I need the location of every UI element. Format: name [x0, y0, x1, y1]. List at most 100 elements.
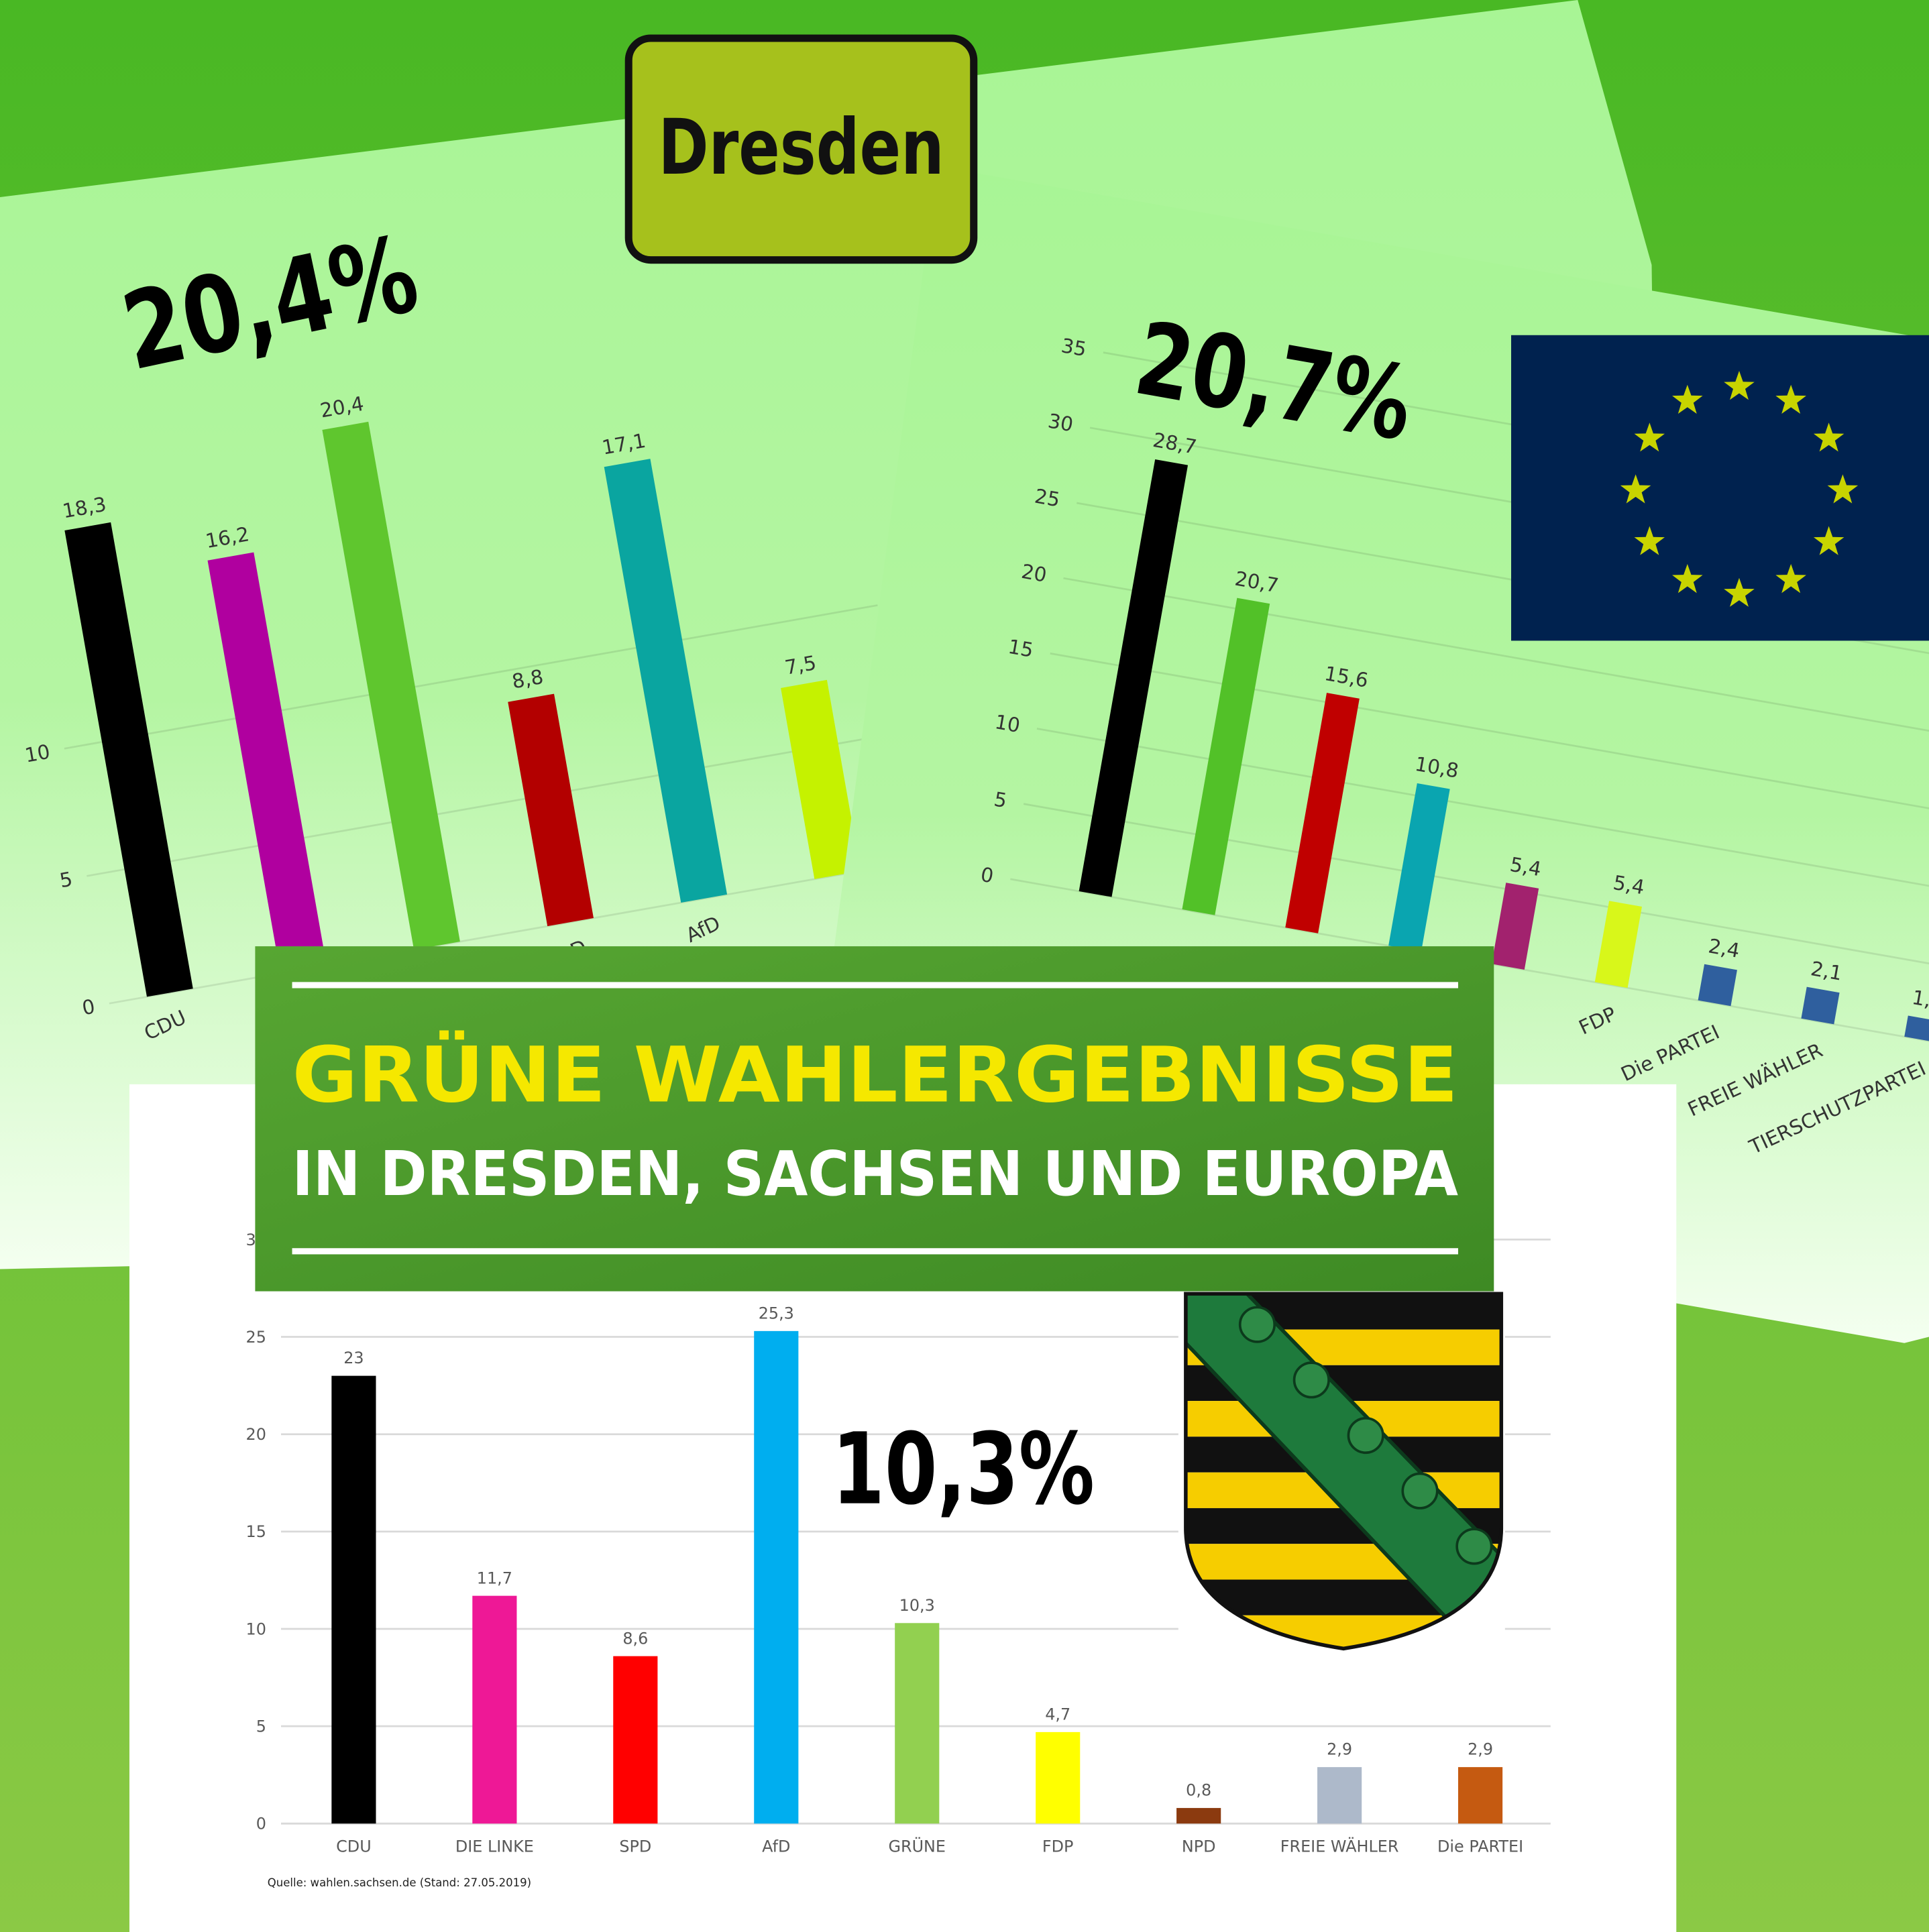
x-tick-label: FREIE WÄHLER: [1280, 1837, 1399, 1856]
value-label: 23: [343, 1349, 364, 1367]
value-label: 25,3: [759, 1304, 794, 1322]
shield: [1185, 1294, 1502, 1649]
y-tick-label: 25: [1033, 485, 1062, 512]
x-tick-label: AfD: [762, 1837, 790, 1856]
star: [1813, 526, 1844, 555]
coat-of-arms: [1178, 1286, 1505, 1654]
star: [1634, 422, 1665, 452]
x-tick-label: NPD: [1182, 1837, 1216, 1856]
grid-line: [109, 859, 923, 1005]
bar: [604, 459, 728, 903]
bar: [1317, 1767, 1362, 1824]
bar: [1594, 901, 1642, 988]
star: [1724, 371, 1755, 400]
value-label: 2,9: [1468, 1740, 1493, 1759]
banner-rule: [292, 982, 1458, 988]
bar: [895, 1623, 940, 1824]
star: [1672, 563, 1703, 593]
x-tick-label: FDP: [1042, 1837, 1074, 1856]
bar: [781, 679, 861, 879]
y-tick-label: 10: [23, 740, 52, 767]
grid-line: [64, 604, 878, 750]
bar: [1904, 1015, 1929, 1043]
x-tick-label: GRÜNE: [888, 1837, 946, 1856]
star: [1813, 422, 1844, 452]
bar: [1176, 1808, 1221, 1824]
star: [1724, 577, 1755, 607]
bar: [754, 1330, 799, 1824]
y-tick-label: 30: [1046, 409, 1075, 436]
y-tick-label: 15: [1007, 635, 1036, 662]
value-label: 8,6: [622, 1629, 648, 1648]
bar: [1801, 986, 1840, 1025]
value-label: 2,9: [1327, 1740, 1352, 1759]
y-tick-label: 20: [246, 1425, 266, 1444]
bar: [1285, 693, 1360, 933]
y-tick-label: 5: [256, 1717, 266, 1736]
bar: [1457, 1767, 1503, 1824]
sign-board: [624, 34, 978, 264]
y-tick-label: 10: [246, 1620, 266, 1638]
star: [1775, 563, 1806, 593]
star: [1672, 384, 1703, 414]
y-tick-label: 15: [246, 1522, 266, 1541]
bar: [472, 1595, 517, 1824]
bar: [1036, 1731, 1081, 1824]
banner-box: [255, 946, 1494, 1292]
y-tick-label: 20: [1019, 560, 1048, 587]
banner: GRÜNE WAHLERGEBNISSE IN DRESDEN, SACHSEN…: [255, 946, 1494, 1292]
bar: [331, 1375, 376, 1824]
banner-title: GRÜNE WAHLERGEBNISSE: [292, 1031, 1458, 1120]
y-tick-label: 10: [993, 710, 1022, 737]
bar: [1491, 883, 1539, 970]
value-label: 4,7: [1045, 1705, 1070, 1723]
bar: [322, 421, 460, 950]
y-tick-label: 0: [256, 1815, 266, 1833]
y-tick-label: 25: [246, 1328, 266, 1347]
bar: [1182, 598, 1270, 915]
value-label: 7,5: [783, 651, 818, 679]
value-label: 2,4: [1706, 934, 1741, 962]
x-tick-label: SPD: [619, 1837, 651, 1856]
annotation: 10,3%: [832, 1412, 1094, 1527]
rue-crown: [1185, 1294, 1502, 1629]
banner-rule: [292, 1248, 1458, 1255]
star: [1620, 474, 1651, 504]
star: [1827, 474, 1859, 504]
grid-line: [1050, 652, 1929, 826]
value-label: 8,8: [510, 665, 545, 693]
leaf: [1455, 1528, 1493, 1565]
value-label: 10,3: [899, 1596, 935, 1615]
leaf: [1238, 1306, 1276, 1343]
value-label: 2,1: [1809, 957, 1844, 985]
leaf: [1292, 1361, 1330, 1399]
grid-line: [1036, 728, 1929, 901]
y-tick-label: 35: [1060, 334, 1089, 361]
leaf: [1401, 1472, 1439, 1510]
sign-label: Dresden: [658, 103, 944, 192]
x-tick-label: DIE LINKE: [455, 1837, 534, 1856]
x-tick-label: CDU: [336, 1837, 372, 1856]
leaf: [1347, 1416, 1384, 1455]
flag-field: [1511, 335, 1929, 641]
bar: [508, 693, 594, 927]
bar: [613, 1656, 658, 1824]
grid-line: [87, 732, 901, 877]
star: [1775, 384, 1806, 414]
source-note: Quelle: wahlen.sachsen.de (Stand: 27.05.…: [268, 1876, 531, 1889]
value-label: 0,8: [1186, 1781, 1211, 1800]
bar: [1388, 783, 1450, 952]
eu-flag: [1511, 335, 1929, 641]
value-label: 11,7: [477, 1569, 512, 1587]
grid-line: [1063, 577, 1929, 750]
bar: [1698, 964, 1737, 1007]
shield-outline: [1184, 1292, 1504, 1651]
bar: [207, 552, 327, 974]
banner-subtitle: IN DRESDEN, SACHSEN UND EUROPA: [292, 1138, 1458, 1210]
x-tick-label: Die PARTEI: [1437, 1837, 1523, 1856]
star: [1634, 526, 1665, 555]
value-label: 5,4: [1508, 853, 1543, 881]
city-sign: Dresden: [624, 34, 978, 264]
bar: [1079, 459, 1189, 897]
